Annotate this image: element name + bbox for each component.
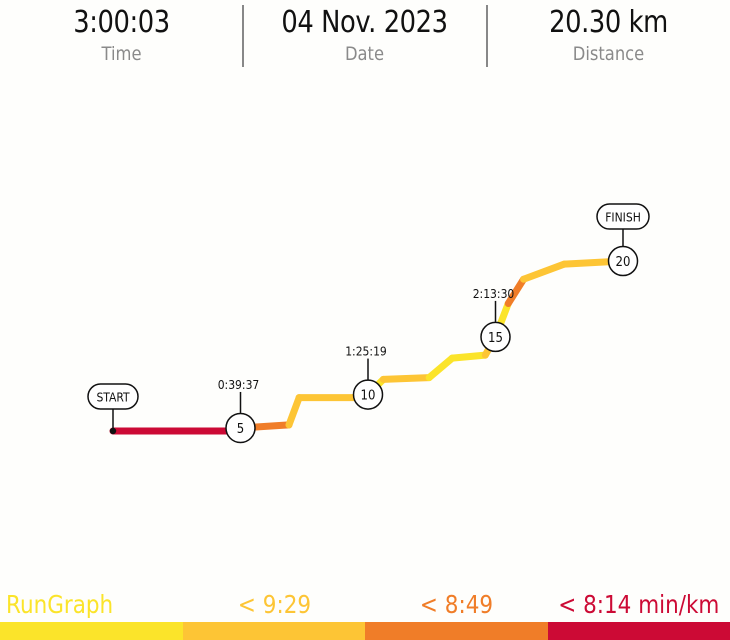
date-stat: 04 Nov. 2023 Date — [243, 4, 486, 66]
legend-color-bar — [365, 622, 548, 640]
pace-segment — [379, 374, 433, 383]
legend-color-bar — [0, 622, 183, 640]
stats-divider — [242, 5, 244, 67]
distance-label: Distance — [572, 43, 645, 65]
start-label: START — [96, 391, 130, 405]
time-stat: 3:00:03 Time — [0, 4, 243, 66]
legend-item: < 8:49 — [365, 588, 548, 640]
stats-header: 3:00:03 Time 04 Nov. 2023 Date 20.30 km … — [0, 0, 730, 72]
start-dot — [109, 427, 117, 435]
km-marker — [607, 245, 639, 277]
legend-label: < 9:29 — [237, 590, 312, 619]
legend-item: < 9:29 — [183, 588, 366, 640]
date-label: Date — [344, 43, 385, 65]
legend-label: < 8:49 — [419, 590, 494, 619]
split-time-label: 2:13:30 — [473, 287, 515, 301]
pace-segment — [504, 275, 528, 308]
km-marker-label: 10 — [361, 389, 376, 404]
stats-divider — [486, 5, 488, 67]
distance-value: 20.30 km — [549, 5, 668, 40]
km-marker — [225, 412, 256, 444]
legend-item: < 8:14 min/km — [548, 588, 730, 640]
km-marker-label: 5 — [237, 422, 244, 437]
distance-stat: 20.30 km Distance — [487, 4, 730, 66]
pace-segment — [520, 260, 568, 283]
split-time-label: 0:39:37 — [218, 378, 260, 392]
finish-label: FINISH — [605, 211, 641, 225]
date-value: 04 Nov. 2023 — [281, 5, 448, 40]
legend-label: < 8:14 min/km — [557, 590, 719, 619]
start-pill — [87, 383, 139, 410]
km-marker-label: 15 — [488, 331, 503, 346]
pace-segment — [425, 354, 456, 382]
time-value: 3:00:03 — [73, 5, 170, 40]
pace-segment — [448, 351, 489, 362]
km-marker-label: 20 — [616, 255, 631, 270]
split-time-label: 1:25:19 — [345, 345, 387, 359]
legend-color-bar — [548, 622, 730, 640]
pace-segment — [285, 394, 303, 429]
finish-pill — [596, 203, 650, 230]
run-graph-chart: START 0:39:37 5 1:25:19 10 2:13:30 15 FINISH 20 — [87, 203, 650, 444]
legend-label: RunGraph — [6, 590, 114, 619]
km-marker — [480, 321, 511, 353]
km-marker — [352, 379, 384, 410]
legend-color-bar — [183, 622, 366, 640]
pace-legend: RunGraph < 9:29 < 8:49 < 8:14 min/km — [0, 588, 730, 640]
time-label: Time — [101, 43, 142, 65]
legend-item: RunGraph — [0, 588, 183, 640]
